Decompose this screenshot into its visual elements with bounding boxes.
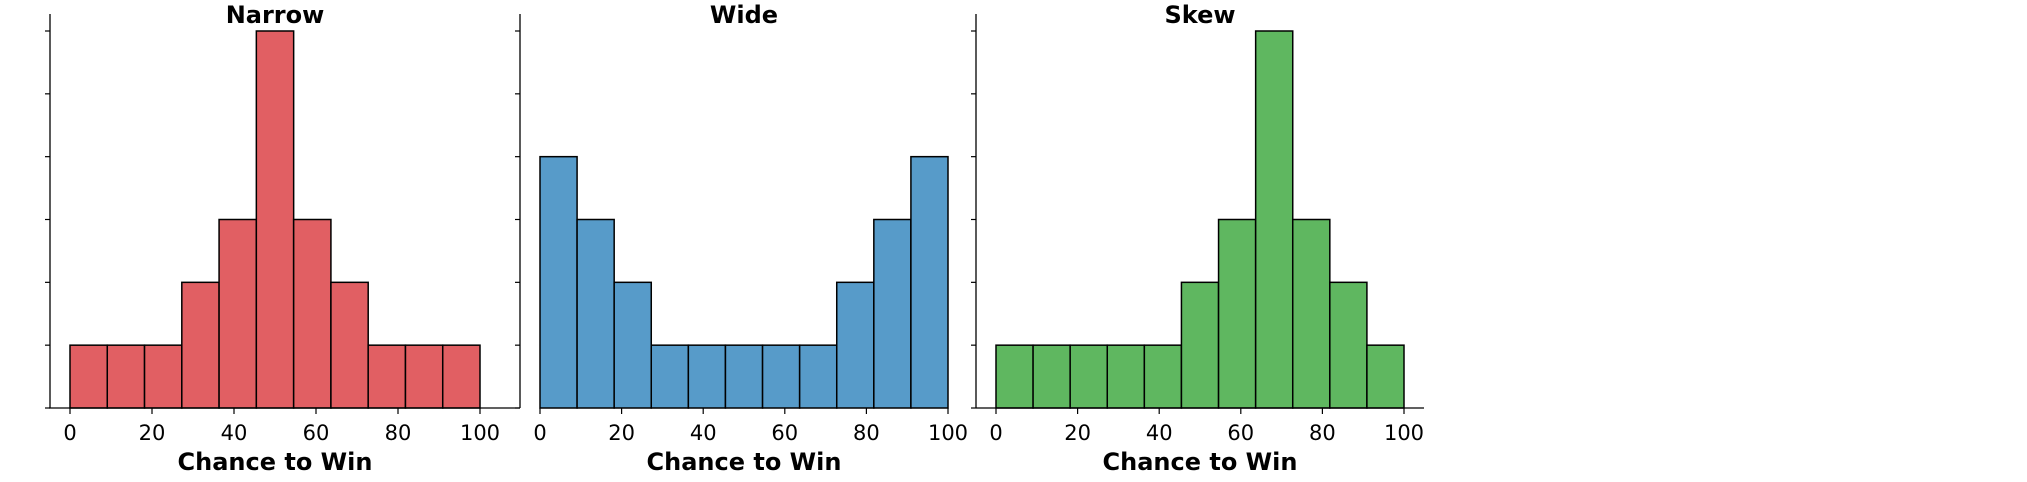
histogram-bar: [1106, 344, 1146, 409]
x-tick-label: 40: [221, 421, 248, 445]
x-tick-label: 100: [928, 421, 968, 445]
x-tick-label: 60: [771, 421, 798, 445]
x-tick-label: 60: [1227, 421, 1254, 445]
panel-title: Wide: [710, 1, 778, 29]
x-tick-label: 40: [690, 421, 717, 445]
panel-title: Narrow: [226, 1, 325, 29]
x-tick-label: 40: [1146, 421, 1173, 445]
x-tick-label: 0: [533, 421, 546, 445]
histogram-bar: [995, 344, 1034, 409]
histogram-bar: [1291, 218, 1331, 409]
histogram-bar: [687, 344, 727, 409]
panel-title: Skew: [1164, 1, 1235, 29]
x-tick-label: 60: [303, 421, 330, 445]
histogram-bar: [798, 344, 838, 409]
histogram-bar: [1180, 281, 1220, 409]
x-tick-label: 80: [853, 421, 880, 445]
histogram-bar: [724, 344, 764, 409]
histogram-bar: [181, 281, 220, 409]
histogram-bar: [292, 218, 332, 409]
histogram-bar: [255, 30, 295, 409]
histogram-bar: [1143, 344, 1183, 409]
x-tick-label: 20: [608, 421, 635, 445]
histogram-bar: [1032, 344, 1071, 409]
x-tick-label: 80: [385, 421, 412, 445]
histogram-bar: [1366, 344, 1405, 409]
histogram-bar: [835, 281, 875, 409]
x-tick-label: 100: [1384, 421, 1424, 445]
x-tick-label: 0: [63, 421, 76, 445]
x-tick-label: 80: [1309, 421, 1336, 445]
x-axis-label: Chance to Win: [178, 448, 373, 476]
histogram-bar: [761, 344, 801, 409]
panel-skew: Skew Chance to Win 0 20 40 60 80 100: [971, 1, 1424, 476]
histogram-bar: [1329, 281, 1368, 409]
histogram-bar: [576, 218, 615, 409]
histogram-bar: [330, 281, 369, 409]
x-tick-label: 0: [989, 421, 1002, 445]
histogram-bar: [613, 281, 653, 409]
histogram-bar: [404, 344, 444, 409]
histogram-bar: [539, 155, 578, 409]
x-tick-label: 20: [1064, 421, 1091, 445]
histogram-bar: [910, 155, 949, 409]
histogram-bar: [106, 344, 146, 409]
histogram-bar: [69, 344, 109, 409]
panel-wide: Wide Chance to Win 0 20 40 60 80 100: [515, 1, 968, 476]
x-tick-label: 100: [460, 421, 500, 445]
x-axis-label: Chance to Win: [647, 448, 842, 476]
x-tick-label: 20: [139, 421, 166, 445]
panel-narrow: Narrow Chance to Win 0 20 40 60 80 100: [45, 1, 520, 476]
histogram-bar: [1069, 344, 1109, 409]
histogram-bar: [873, 218, 912, 409]
histogram-bar: [367, 344, 407, 409]
histogram-bar: [1217, 218, 1257, 409]
histogram-bar: [441, 344, 481, 409]
histogram-bar: [1254, 30, 1294, 409]
histogram-bar: [650, 344, 690, 409]
histogram-bar: [218, 218, 258, 409]
histogram-bar: [143, 344, 183, 409]
x-axis-label: Chance to Win: [1103, 448, 1298, 476]
